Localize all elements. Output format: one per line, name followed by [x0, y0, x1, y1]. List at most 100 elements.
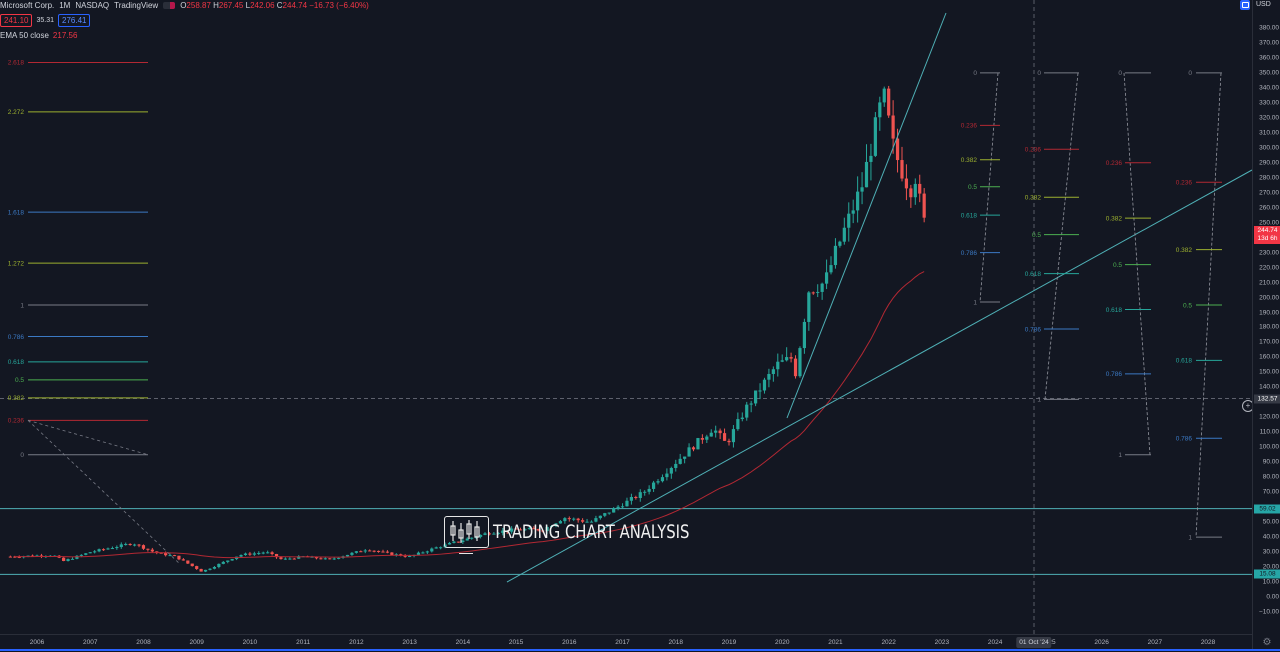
- indicator-legend[interactable]: EMA 50 close 217.56: [0, 31, 77, 40]
- price-tick: 340.00: [1259, 84, 1279, 92]
- price-tick: 20.00: [1262, 563, 1279, 571]
- year-tick: 2020: [774, 639, 790, 646]
- year-tick: 2015: [508, 639, 524, 646]
- year-tick: 2022: [881, 639, 896, 646]
- level-upper-label: 59.02: [1254, 504, 1280, 514]
- price-axis[interactable]: 380.00 370.00 360.00 350.00 340.00 330.00 320.…: [1252, 0, 1280, 634]
- price-tick: 180.00: [1259, 323, 1279, 331]
- fib-level-label: 0.786: [1025, 326, 1042, 333]
- fib-level-label: 0.236: [961, 123, 978, 130]
- price-tick: 280.00: [1259, 174, 1279, 182]
- year-tick: 2013: [402, 639, 417, 646]
- price-tick: 330.00: [1259, 99, 1279, 107]
- candles: [8, 85, 926, 573]
- currency-selector[interactable]: USD: [1256, 1, 1271, 8]
- price-tick: 320.00: [1259, 114, 1279, 122]
- exchange: NASDAQ: [75, 1, 110, 10]
- year-tick: 2027: [1147, 639, 1163, 646]
- fib-level-label: 0.618: [1025, 271, 1042, 278]
- price-tick: 150.00: [1259, 368, 1279, 376]
- year-tick: 2012: [349, 639, 364, 646]
- price-tick: 170.00: [1259, 338, 1279, 346]
- fib-level-label: 2.618: [8, 60, 25, 67]
- price-tick: 220.00: [1259, 264, 1279, 272]
- year-tick: 2021: [828, 639, 843, 646]
- price-tick: 250.00: [1259, 219, 1279, 227]
- year-tick: 2011: [296, 639, 311, 646]
- year-tick: 2008: [136, 639, 151, 646]
- year-tick: 2018: [668, 639, 683, 646]
- year-tick: 2010: [242, 639, 258, 646]
- price-tick: 90.00: [1262, 458, 1279, 466]
- price-tick: 0.00: [1266, 593, 1279, 601]
- time-axis[interactable]: 2006 2007 2008 2009 2010 2011 2012 2013 2014 2015…: [0, 634, 1252, 652]
- indicator-value: 217.56: [52, 31, 78, 40]
- price-tick: 50.00: [1262, 518, 1279, 526]
- flag-icon[interactable]: [163, 2, 176, 9]
- crosshair-date-label: 01 Oct '24: [1016, 637, 1052, 648]
- price-tick: 350.00: [1259, 69, 1279, 77]
- ohlc-values: O258.87 H267.45 L242.06 C244.74 −16.73 (…: [180, 1, 369, 10]
- price-tick: 370.00: [1259, 39, 1279, 47]
- crosshair-price-label: 132.57: [1254, 394, 1280, 403]
- fib-retracement-2[interactable]: [1044, 72, 1079, 400]
- price-tick: −10.00: [1258, 608, 1279, 616]
- fib-level-label: 0.5: [15, 377, 24, 384]
- fib-level-label: 2.272: [8, 109, 25, 116]
- indicator-name: EMA 50 close: [0, 31, 49, 40]
- ema-50-line[interactable]: [14, 271, 925, 559]
- price-tick: 140.00: [1259, 383, 1279, 391]
- bottom-panel-border: [0, 649, 1280, 651]
- interval[interactable]: 1M: [59, 1, 71, 10]
- fib-level-label: 0.5: [968, 184, 977, 191]
- fib-level-label: 0.786: [8, 334, 25, 341]
- fib-level-label: 0.786: [1176, 436, 1193, 443]
- long-trendline[interactable]: [506, 169, 1252, 583]
- fib-level-label: 0: [973, 70, 977, 77]
- fib-level-label: 1.272: [8, 260, 25, 267]
- price-tick: 380.00: [1259, 24, 1279, 32]
- fib-extension-left[interactable]: [27, 61, 181, 565]
- fib-level-label: 0: [1037, 70, 1041, 77]
- price-tick: 80.00: [1262, 473, 1279, 481]
- price-tick: 270.00: [1259, 189, 1279, 197]
- price-chart-canvas[interactable]: 2.618 2.272 1.618 1.272 1 0.786 0.618 0.5 0.382 0…: [0, 0, 1252, 634]
- fib-level-label: 0.618: [1176, 358, 1193, 365]
- chart-settings-gear-icon[interactable]: ⚙: [1252, 634, 1280, 651]
- spread-value: 35.31: [36, 17, 54, 24]
- price-tick: 110.00: [1259, 428, 1279, 436]
- year-tick: 2028: [1200, 639, 1216, 646]
- sell-button[interactable]: 241.10: [0, 14, 33, 27]
- fib-level-label: 1: [1188, 534, 1192, 541]
- year-tick: 2026: [1094, 639, 1109, 646]
- price-tick: 230.00: [1259, 249, 1279, 257]
- buy-button[interactable]: 276.41: [58, 14, 91, 27]
- price-tick: 360.00: [1259, 54, 1279, 62]
- fib-level-label: 0.5: [1183, 302, 1192, 309]
- fib-level-label: 0.618: [8, 359, 25, 366]
- year-tick: 2023: [934, 639, 950, 646]
- year-tick: 2007: [82, 639, 98, 646]
- last-price-label: 244.74 13d 6h: [1254, 225, 1280, 244]
- fib-level-label: 0: [1188, 70, 1192, 77]
- autoscale-button[interactable]: [1240, 0, 1250, 10]
- fib-level-label: 1: [973, 299, 977, 306]
- price-tick: 40.00: [1262, 533, 1279, 541]
- price-tick: 260.00: [1259, 204, 1279, 212]
- fib-level-label: 0: [1118, 70, 1122, 77]
- year-tick: 2019: [721, 639, 737, 646]
- fib-level-label: 0.382: [8, 395, 25, 402]
- steep-trendline[interactable]: [786, 12, 947, 419]
- fib-retracement-4[interactable]: [1195, 72, 1222, 538]
- trade-buttons-row: 241.10 35.31 276.41: [0, 14, 91, 27]
- fib-retracement-1[interactable]: [979, 72, 1000, 303]
- watermark-text: TRADING CHART ANALYSIS: [493, 521, 690, 543]
- symbol-name[interactable]: Microsoft Corp.: [0, 1, 55, 10]
- fib-retracement-3[interactable]: [1123, 72, 1151, 456]
- fib-level-label: 0.236: [1106, 160, 1123, 167]
- fib-level-label: 0.5: [1113, 262, 1122, 269]
- fib-level-label: 1.618: [8, 209, 25, 216]
- fib-level-label: 0.618: [1106, 307, 1123, 314]
- candlestick-monitor-icon: [444, 516, 489, 554]
- fib-level-label: 0.382: [1025, 195, 1042, 202]
